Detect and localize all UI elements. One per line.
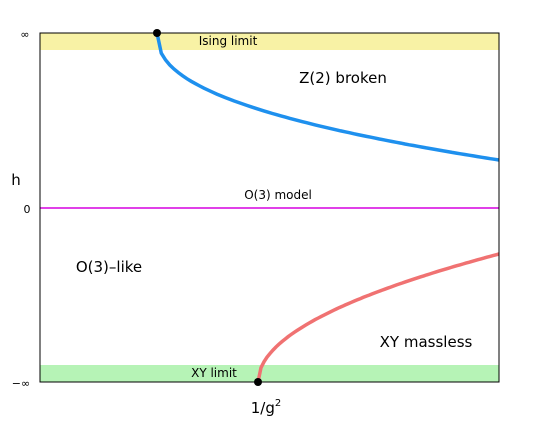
- o3-like-label: O(3)–like: [76, 258, 142, 276]
- y-tick-neg-infinity: −∞: [12, 377, 30, 390]
- o3-model-label: O(3) model: [244, 188, 312, 202]
- y-tick-infinity: ∞: [20, 28, 29, 41]
- x-axis-label-main: 1/g: [251, 399, 275, 417]
- xy-limit-band: [40, 365, 499, 382]
- ising-endpoint-dot: [153, 29, 161, 37]
- z2-transition-curve: [155, 32, 500, 162]
- ising-limit-label: Ising limit: [199, 34, 258, 48]
- y-axis-label: h: [11, 171, 21, 189]
- ising-limit-band: [40, 33, 499, 50]
- xy-transition-curve: [256, 252, 500, 383]
- xy-endpoint-dot: [254, 378, 262, 386]
- xy-limit-label: XY limit: [191, 366, 237, 380]
- y-tick-zero: 0: [24, 203, 31, 216]
- z2-broken-label: Z(2) broken: [299, 69, 387, 87]
- x-axis-label: 1/g2: [251, 398, 282, 417]
- x-axis-label-superscript: 2: [275, 398, 281, 409]
- xy-massless-label: XY massless: [380, 333, 473, 351]
- plot-frame: [39, 32, 500, 383]
